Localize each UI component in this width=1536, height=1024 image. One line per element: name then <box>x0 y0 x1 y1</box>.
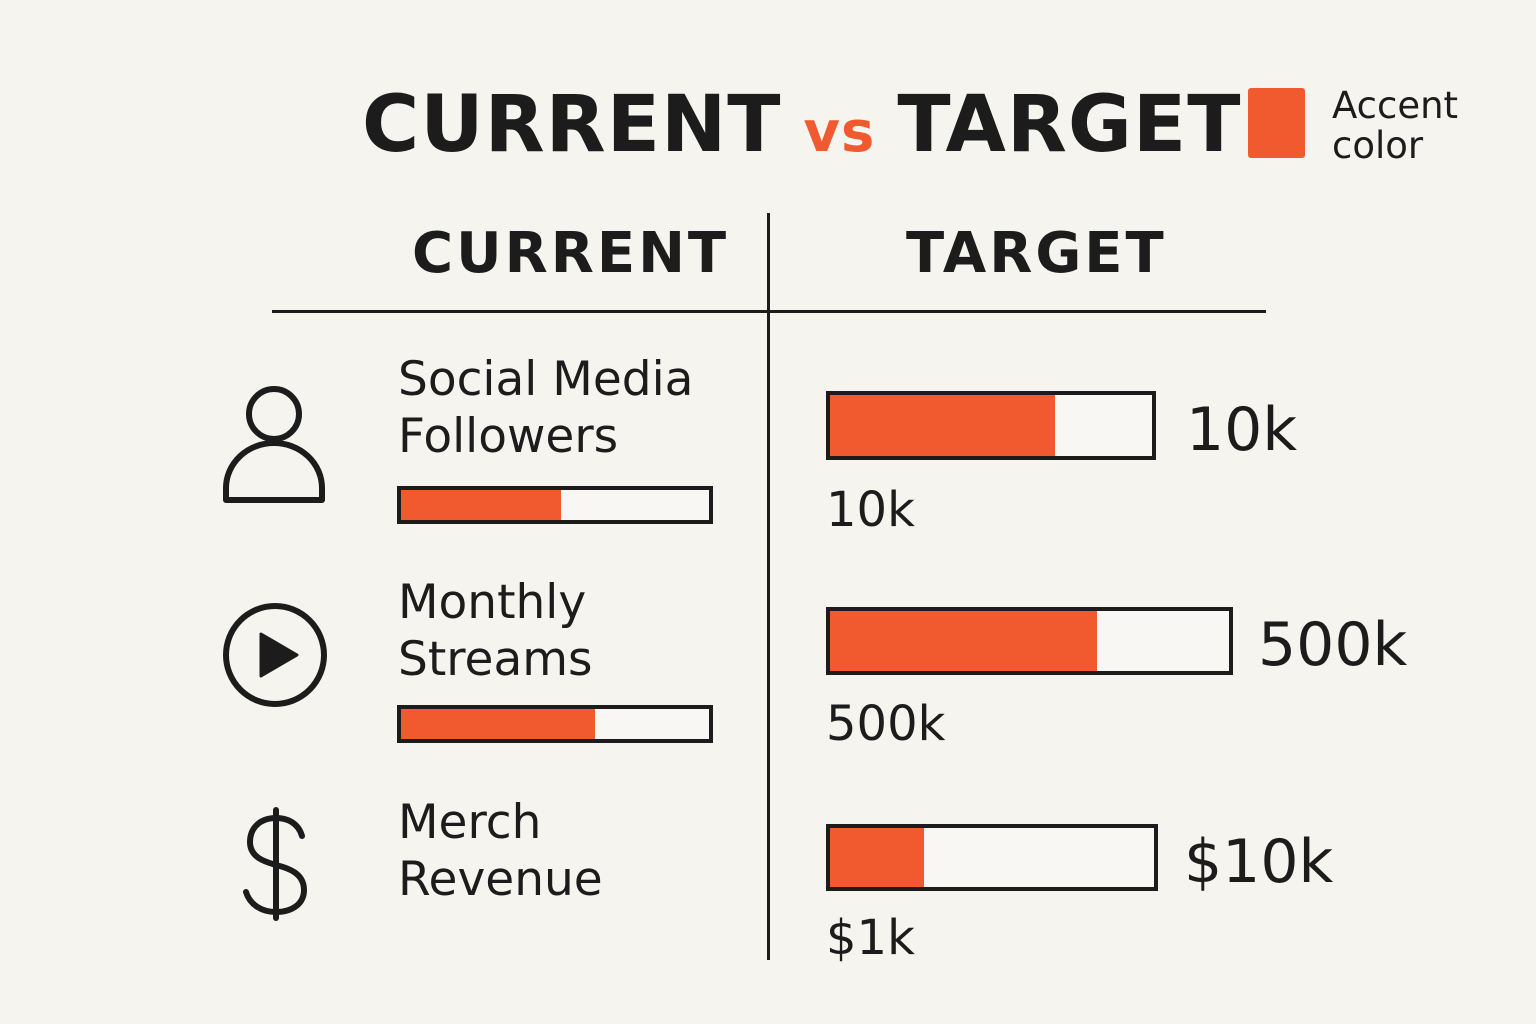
metric-label-followers: Social Media Followers <box>398 351 738 465</box>
metric-label-merch: Merch Revenue <box>398 794 738 908</box>
column-header-target: TARGET <box>906 221 1167 286</box>
legend-swatch <box>1248 88 1305 158</box>
target-bar-streams <box>826 607 1233 675</box>
target-value-followers: 10k <box>1186 395 1298 465</box>
target-bar-merch <box>826 824 1158 891</box>
current-value-streams: 500k <box>826 696 946 752</box>
title-current: CURRENT <box>362 80 782 170</box>
target-bar-followers <box>826 391 1156 460</box>
current-bar-fill <box>401 709 596 739</box>
target-bar-fill <box>830 611 1098 671</box>
current-bar-streams <box>397 705 713 743</box>
target-bar-fill <box>830 828 924 887</box>
metric-label-line: Streams <box>398 632 593 687</box>
current-bar-followers <box>397 486 713 524</box>
dollar-icon <box>243 807 308 921</box>
metric-label-line: Monthly <box>398 575 587 630</box>
target-value-streams: 500k <box>1258 610 1408 680</box>
metric-label-streams: Monthly Streams <box>398 574 738 688</box>
metric-label-line: Followers <box>398 409 619 464</box>
metric-label-line: Revenue <box>398 852 603 907</box>
metric-label-line: Merch <box>398 795 542 850</box>
play-circle-icon <box>223 603 327 707</box>
user-icon <box>223 386 325 503</box>
page-title: CURRENT vs TARGET <box>362 80 1240 170</box>
column-header-current: CURRENT <box>412 221 730 286</box>
title-vs: vs <box>803 100 876 165</box>
column-divider <box>767 213 770 960</box>
target-value-merch: $10k <box>1184 827 1334 897</box>
current-value-merch: $1k <box>826 910 915 966</box>
current-value-followers: 10k <box>826 482 915 538</box>
target-bar-fill <box>830 395 1056 456</box>
metric-label-line: Social Media <box>398 352 694 407</box>
current-bar-fill <box>401 490 562 520</box>
legend-label: Accent color <box>1332 84 1459 167</box>
title-target: TARGET <box>897 80 1242 170</box>
